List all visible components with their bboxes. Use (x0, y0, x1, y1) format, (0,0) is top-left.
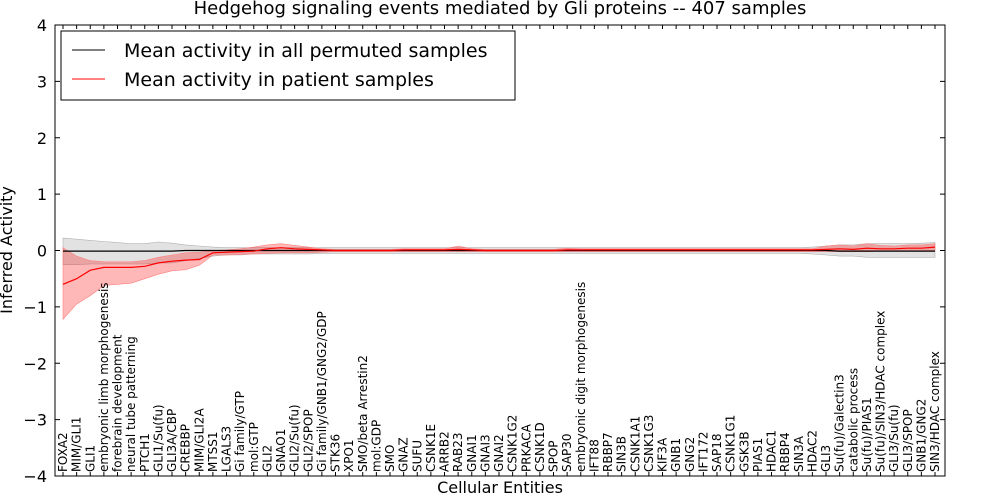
x-category-label: PIAS1 (751, 438, 765, 472)
y-tick-label: −1 (23, 298, 47, 317)
x-category-label: GLI2/SPOP (301, 409, 315, 472)
x-category-label: GNB1/GNG2 (914, 399, 928, 472)
y-axis-title: Inferred Activity (0, 186, 16, 314)
legend-box (60, 30, 516, 101)
x-category-label: RBBP7 (601, 432, 615, 472)
y-tick-label: 2 (37, 129, 47, 148)
x-category-label: STK36 (329, 434, 343, 472)
x-category-label: GLI2/Su(fu) (288, 404, 302, 472)
plot-area (62, 237, 936, 321)
y-tick-label: 1 (37, 185, 47, 204)
y-tick-label: 3 (37, 72, 47, 91)
x-category-label: LGALS3 (220, 426, 234, 472)
x-category-label: GLI1 (83, 445, 97, 472)
x-category-label: GNAZ (397, 437, 411, 472)
y-tick-label: −2 (23, 354, 47, 373)
x-category-label: FOXA2 (56, 432, 70, 472)
x-category-label: MTSS1 (206, 431, 220, 472)
x-category-label: HDAC2 (805, 430, 819, 472)
x-category-label: GLI3 (819, 445, 833, 472)
x-category-label: Su(fu)/Galectin3 (833, 374, 847, 472)
x-category-label: mol:GDP (369, 420, 383, 472)
x-category-label: neural tube patterning (124, 336, 138, 472)
series-line-patient (62, 246, 936, 285)
x-category-label: embryonic digit morphogenesis (574, 282, 588, 472)
x-category-label: RBBP4 (778, 432, 792, 472)
x-category-label: SAP18 (710, 433, 724, 472)
x-category-label: GNAI1 (465, 434, 479, 472)
y-tick-label: 4 (37, 16, 47, 35)
x-category-label: PTCH1 (138, 433, 152, 472)
x-category-label: GSK3B (737, 431, 751, 472)
x-category-label: ARRB2 (438, 431, 452, 472)
x-category-label: HDAC1 (765, 430, 779, 472)
y-tick-label: 0 (37, 242, 47, 261)
y-tick-label: −4 (23, 467, 47, 486)
x-category-label: XPO1 (342, 439, 356, 472)
x-category-label: CSNK1E (424, 424, 438, 472)
y-tick-label: −3 (23, 411, 47, 430)
x-category-label: IFT172 (696, 432, 710, 472)
x-category-label: SAP30 (560, 433, 574, 472)
x-category-label: GLI3A/CBP (165, 409, 179, 472)
x-category-label: GLI2 (260, 445, 274, 472)
x-axis-title: Cellular Entities (437, 478, 563, 497)
x-category-label: SMO/beta Arrestin2 (356, 355, 370, 472)
x-category-label: SUFU (410, 440, 424, 472)
x-category-label: GLI3/SPOP (901, 409, 915, 472)
x-category-label: Gi family/GTP (233, 391, 247, 472)
x-category-label: SPOP (547, 440, 561, 472)
x-axis: FOXA2 MIM/GLI1 GLI1 embryonic limb morphoge… (56, 25, 942, 476)
x-category-label: SMO (383, 445, 397, 472)
legend-label-patient: Mean activity in patient samples (124, 69, 434, 91)
chart-title: Hedgehog signaling events mediated by Gl… (194, 0, 807, 19)
x-category-label: KIF3A (656, 437, 670, 472)
x-category-label: CSNK1A1 (628, 416, 642, 472)
x-category-label: GLI1/Su(fu) (151, 404, 165, 472)
x-category-label: GLI3/Su(fu) (887, 404, 901, 472)
x-category-label: SIN3A (792, 435, 806, 472)
x-category-label: GNB1 (669, 438, 683, 472)
x-category-label: Su(fu)/SIN3/HDAC complex (874, 311, 888, 472)
legend: Mean activity in all permuted samples Me… (60, 30, 516, 101)
x-category-label: GNG2 (683, 437, 697, 472)
x-category-label: GNAI2 (492, 434, 506, 472)
x-category-label: MIM/GLI2A (192, 408, 206, 472)
x-category-label: PRKACA (519, 423, 533, 472)
x-category-label: CSNK1G1 (724, 415, 738, 472)
x-category-label: GNAO1 (274, 429, 288, 472)
x-category-label: embryonic limb morphogenesis (97, 282, 111, 472)
x-category-label: Gi family/GNB1/GNG2/GDP (315, 311, 329, 472)
x-category-label: CSNK1G3 (642, 415, 656, 472)
legend-label-permuted: Mean activity in all permuted samples (124, 40, 487, 62)
y-axis: −4 −3 −2 −1 0 1 2 3 4 (23, 16, 945, 486)
x-category-label: SIN3/HDAC complex (928, 351, 942, 472)
x-category-label: forebrain development (111, 334, 125, 472)
x-category-label: catabolic process (846, 368, 860, 472)
x-category-label: CSNK1G2 (506, 415, 520, 472)
x-category-label: RAB23 (451, 432, 465, 472)
band-patient (62, 243, 936, 321)
x-category-label: MIM/GLI1 (70, 417, 84, 472)
x-category-label: IFT88 (587, 439, 601, 472)
x-category-label: CREBBP (179, 424, 193, 472)
x-category-label: SIN3B (615, 436, 629, 472)
x-category-label: GNAI3 (478, 434, 492, 472)
x-category-label: mol:GTP (247, 422, 261, 472)
x-category-label: Su(fu)/PIAS1 (860, 397, 874, 472)
x-category-label: CSNK1D (533, 422, 547, 472)
